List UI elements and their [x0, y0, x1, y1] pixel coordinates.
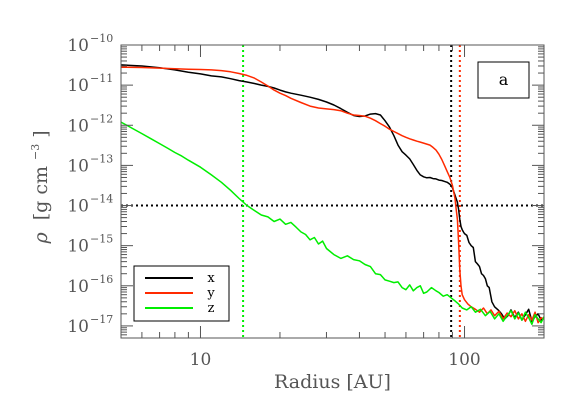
- panel-label-box: a: [477, 61, 530, 99]
- x-tick-label: 100: [448, 350, 480, 370]
- y-axis-units-exponent: −3: [29, 144, 42, 160]
- y-tick-label: 10: [67, 76, 89, 96]
- y-tick-label-exponent: −13: [90, 152, 113, 165]
- y-tick-label-exponent: −11: [90, 72, 113, 85]
- axis-ticks: [120, 44, 545, 339]
- y-tick-label-exponent: −15: [90, 233, 113, 246]
- series-lines: [120, 64, 545, 326]
- y-tick-label-exponent: −17: [90, 313, 113, 326]
- legend-label-y: y: [206, 286, 215, 301]
- tick-labels: 10−1010−1110−1210−1310−1410−1510−1610−17…: [67, 32, 480, 370]
- plot-frame: [120, 44, 545, 339]
- y-axis-units-close: ]: [30, 130, 52, 137]
- y-tick-label: 10: [67, 277, 89, 297]
- y-tick-label: 10: [67, 36, 89, 56]
- x-axis-title: Radius [AU]: [274, 371, 391, 393]
- legend: xyz: [133, 265, 230, 322]
- series-line-x: [120, 64, 545, 323]
- series-line-z: [120, 121, 545, 326]
- svg-text:ρ [g cm −3 ]: ρ [g cm −3 ]: [22, 130, 52, 244]
- y-axis-units: [g cm: [30, 166, 52, 220]
- y-tick-label-exponent: −12: [90, 112, 113, 125]
- x-tick-label: 10: [190, 350, 212, 370]
- y-tick-label: 10: [67, 317, 89, 337]
- legend-label-z: z: [208, 301, 215, 316]
- panel-label: a: [499, 70, 509, 89]
- y-axis-title: ρ [g cm −3 ]: [22, 130, 52, 244]
- y-tick-label: 10: [67, 156, 89, 176]
- y-axis-symbol: ρ: [30, 232, 52, 245]
- series-line-y: [120, 66, 545, 324]
- y-tick-label: 10: [67, 116, 89, 136]
- y-tick-label-exponent: −10: [90, 32, 113, 45]
- y-tick-label: 10: [67, 197, 89, 217]
- y-tick-label: 10: [67, 237, 89, 257]
- legend-label-x: x: [207, 271, 215, 286]
- reference-lines: [121, 45, 544, 338]
- y-tick-label-exponent: −14: [90, 193, 113, 206]
- y-tick-label-exponent: −16: [90, 273, 113, 286]
